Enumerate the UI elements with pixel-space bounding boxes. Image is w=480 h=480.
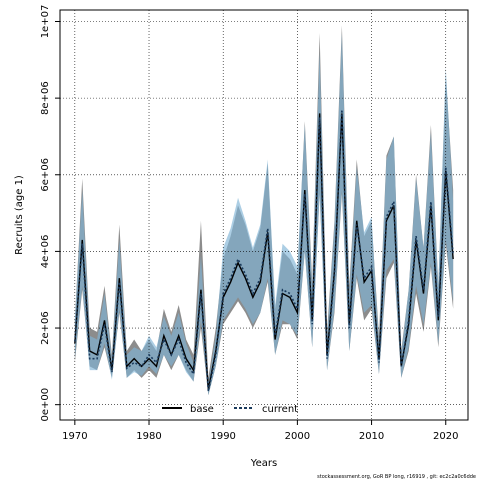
series-lines — [74, 109, 454, 392]
x-tick-label-1970: 1970 — [62, 431, 87, 442]
band-current — [74, 32, 454, 396]
footer-note: stockassessment.org, GoR BP long, r16919… — [317, 474, 476, 480]
legend-label-current: current — [262, 404, 298, 415]
y-tick-label-8e+06: 8e+06 — [40, 81, 51, 115]
grid — [60, 10, 468, 420]
y-tick-label-1e+07: 1e+07 — [40, 5, 51, 39]
x-tick-label-2000: 2000 — [285, 431, 310, 442]
confidence-bands — [74, 25, 454, 396]
x-axis-title: Years — [250, 458, 277, 469]
y-tick-label-6e+06: 6e+06 — [40, 158, 51, 192]
y-tick-label-4e+06: 4e+06 — [40, 235, 51, 269]
plot-frame — [59, 9, 469, 421]
y-tick-label-2e+06: 2e+06 — [40, 311, 51, 345]
line-base — [74, 113, 454, 390]
legend-label-base: base — [190, 404, 214, 415]
legend: base current — [162, 404, 298, 415]
x-tick-label-1980: 1980 — [136, 431, 161, 442]
x-tick-label-1990: 1990 — [210, 431, 235, 442]
x-tick-label-2020: 2020 — [433, 431, 458, 442]
x-tick-label-2010: 2010 — [359, 431, 384, 442]
y-axis-title: Recruits (age 1) — [14, 175, 25, 255]
x-axis: 1970 1980 1990 2000 2010 2020 — [62, 420, 458, 442]
y-tick-label-0e+00: 0e+00 — [40, 388, 51, 422]
y-axis: 0e+00 2e+06 4e+06 6e+06 8e+06 1e+07 — [40, 5, 60, 422]
